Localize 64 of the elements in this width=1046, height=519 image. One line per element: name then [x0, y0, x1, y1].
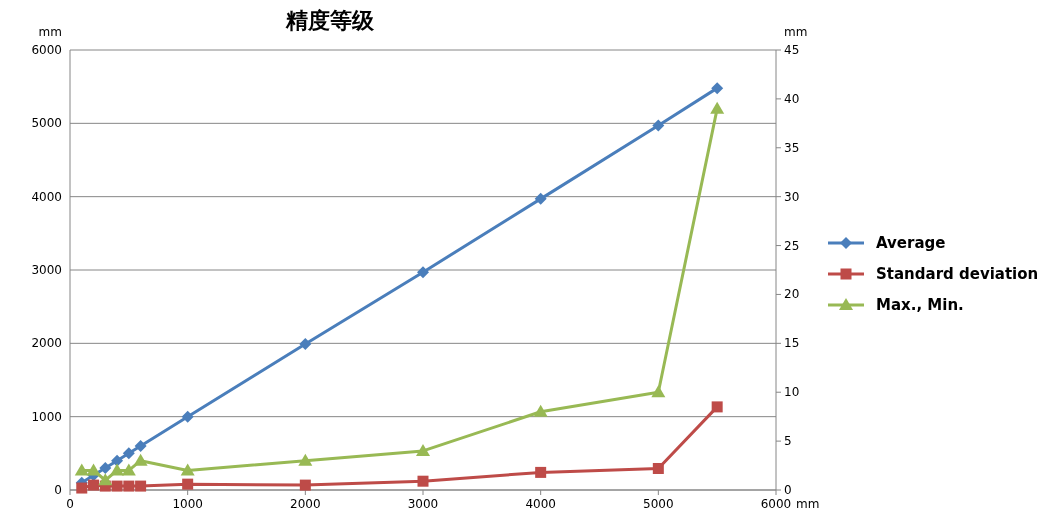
- x-axis-title: mm: [796, 497, 820, 511]
- y2-tick-label: 35: [784, 140, 800, 155]
- point: [299, 338, 312, 351]
- legend-label: Average: [876, 234, 946, 252]
- point: [181, 410, 194, 423]
- y2-tick-label: 15: [784, 336, 800, 351]
- x-tick-label: 5000: [643, 497, 674, 511]
- point: [74, 463, 89, 476]
- point: [88, 479, 100, 491]
- point: [133, 453, 148, 466]
- y2-tick-label: 20: [784, 287, 800, 302]
- point: [123, 480, 135, 492]
- y2-tick-label: 30: [784, 189, 800, 204]
- point: [533, 404, 548, 417]
- point: [121, 463, 136, 476]
- y-tick-label: 2000: [31, 336, 62, 351]
- point: [135, 480, 147, 492]
- point: [711, 82, 724, 95]
- y-tick-label: 4000: [31, 189, 62, 204]
- point: [417, 266, 429, 279]
- y-tick-label: 0: [54, 483, 62, 497]
- y-tick-label: 5000: [31, 116, 62, 131]
- point: [535, 466, 547, 478]
- chart-title: 精度等级: [285, 8, 375, 33]
- x-tick-label: 0: [66, 497, 74, 511]
- point: [534, 192, 547, 205]
- x-tick-label: 3000: [407, 497, 439, 511]
- y2-tick-label: 10: [784, 385, 800, 400]
- point: [111, 480, 123, 492]
- point: [76, 482, 88, 494]
- point: [651, 385, 666, 398]
- y-axis-title: mm: [38, 25, 62, 39]
- y-tick-label: 6000: [31, 43, 62, 57]
- y2-tick-label: 40: [784, 91, 800, 106]
- point: [111, 454, 124, 467]
- y-tick-label: 3000: [31, 263, 62, 277]
- point: [652, 119, 665, 132]
- point: [298, 453, 313, 466]
- point: [134, 440, 147, 452]
- point: [99, 462, 112, 474]
- point: [86, 463, 101, 476]
- y2-axis-title: mm: [784, 25, 808, 39]
- point: [122, 447, 135, 460]
- point: [711, 401, 723, 413]
- point: [180, 463, 195, 476]
- point: [182, 478, 194, 490]
- legend-label: Standard deviation: [876, 265, 1039, 283]
- point: [710, 101, 725, 114]
- y-tick-label: 1000: [31, 409, 62, 424]
- y2-tick-label: 5: [784, 434, 792, 449]
- x-tick-label: 1000: [172, 497, 203, 511]
- y2-tick-label: 45: [784, 43, 800, 57]
- y2-tick-label: 25: [784, 238, 800, 253]
- x-tick-label: 4000: [525, 497, 556, 511]
- point: [417, 475, 429, 487]
- legend-label: Max., Min.: [876, 296, 964, 314]
- point: [110, 463, 125, 476]
- point: [652, 462, 664, 474]
- point: [299, 479, 311, 491]
- x-tick-label: 2000: [290, 497, 321, 511]
- y2-tick-label: 0: [784, 483, 792, 497]
- x-tick-label: 6000: [760, 497, 792, 511]
- point: [416, 443, 430, 456]
- point: [98, 473, 113, 486]
